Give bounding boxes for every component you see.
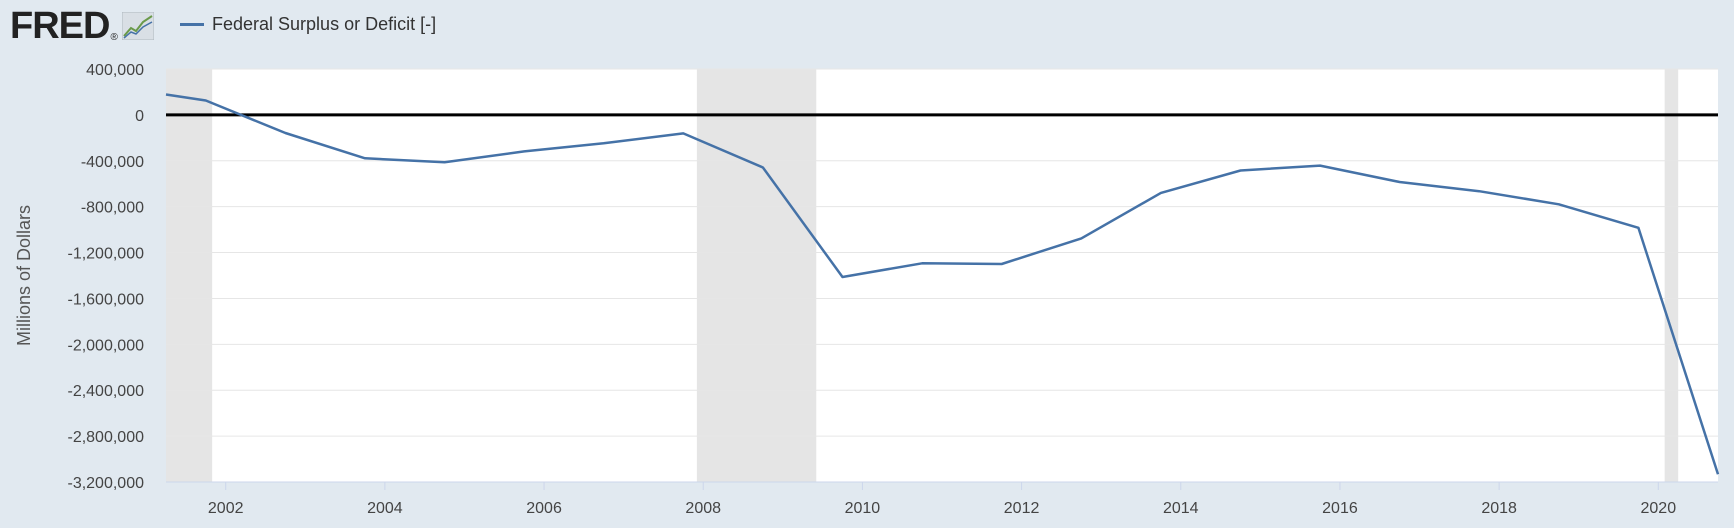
fred-logo-text: FRED — [10, 5, 110, 47]
x-tick-label: 2004 — [367, 500, 403, 517]
y-tick-label: -2,800,000 — [67, 429, 144, 446]
y-axis-ticks: 400,000 0 -400,000 -800,000 -1,200,000 -1,600… — [67, 62, 144, 492]
y-tick-label: 400,000 — [86, 62, 144, 79]
x-tick-label: 2008 — [685, 500, 721, 517]
x-axis-ticks: 2002 2004 2006 2008 2010 2012 2014 2016 2018 2020 — [208, 482, 1676, 517]
y-tick-label: -400,000 — [81, 154, 144, 171]
line-chart-icon — [121, 12, 154, 40]
chart-header: FRED ® Federal Surplus or Deficit [-] — [0, 0, 1734, 56]
series-line — [165, 93, 1720, 475]
y-tick-label: -1,200,000 — [67, 246, 144, 263]
y-tick-label: -2,400,000 — [67, 383, 144, 400]
fred-logo-registered-mark: ® — [110, 31, 118, 43]
y-axis-title: Millions of Dollars — [14, 205, 34, 346]
gridlines-layer — [166, 68, 1718, 483]
y-tick-label: -3,200,000 — [67, 475, 144, 492]
y-tick-label: -2,000,000 — [67, 337, 144, 354]
x-tick-label: 2006 — [526, 500, 562, 517]
recession-band — [696, 69, 817, 482]
fred-logo[interactable]: FRED ® — [10, 4, 154, 48]
x-tick-label: 2002 — [208, 500, 244, 517]
legend-series-label: Federal Surplus or Deficit [-] — [212, 13, 437, 34]
legend-series-swatch — [180, 22, 204, 26]
x-tick-label: 2010 — [845, 500, 881, 517]
recession-band — [166, 69, 213, 482]
y-tick-label: -1,600,000 — [67, 291, 144, 308]
recession-band — [1664, 69, 1679, 482]
x-tick-label: 2020 — [1641, 500, 1677, 517]
series-layer — [165, 93, 1720, 475]
x-tick-label: 2012 — [1004, 500, 1040, 517]
plot-area — [166, 69, 1718, 482]
y-tick-label: 0 — [135, 108, 144, 125]
recession-shading-layer — [166, 69, 1679, 482]
x-tick-label: 2018 — [1481, 500, 1517, 517]
x-tick-label: 2016 — [1322, 500, 1358, 517]
y-tick-label: -800,000 — [81, 200, 144, 217]
x-tick-label: 2014 — [1163, 500, 1199, 517]
chart-legend[interactable]: Federal Surplus or Deficit [-] — [180, 12, 436, 36]
